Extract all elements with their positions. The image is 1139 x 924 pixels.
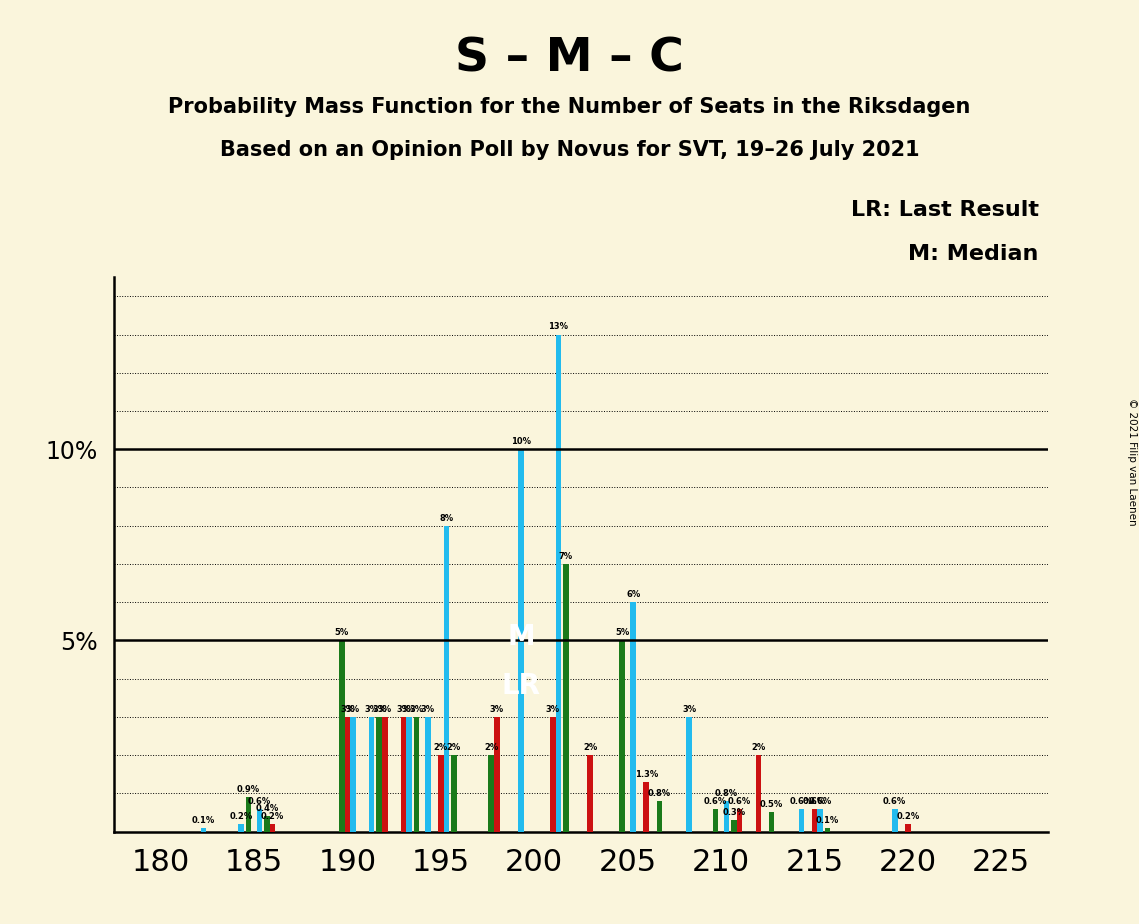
Text: 5%: 5% [615,628,629,638]
Text: 2%: 2% [484,743,499,752]
Text: 0.4%: 0.4% [255,804,279,813]
Text: 0.6%: 0.6% [789,796,813,806]
Bar [345,717,350,832]
Bar [451,755,457,832]
Text: 3%: 3% [396,705,410,714]
Text: LR: LR [501,673,541,700]
Text: M: Median: M: Median [908,244,1039,264]
Text: 3%: 3% [490,705,503,714]
Text: 3%: 3% [402,705,416,714]
Bar [755,755,761,832]
Text: 0.5%: 0.5% [760,800,782,809]
Bar [656,801,662,832]
Text: 0.3%: 0.3% [722,808,746,817]
Text: 0.6%: 0.6% [883,796,907,806]
Text: 3%: 3% [378,705,392,714]
Text: 2%: 2% [583,743,597,752]
Text: 8%: 8% [440,514,453,523]
Bar [443,526,449,832]
Text: M: M [507,623,535,650]
Text: 6%: 6% [626,590,640,599]
Bar [518,449,524,832]
Text: 0.6%: 0.6% [809,796,831,806]
Text: 2%: 2% [752,743,765,752]
Bar [238,824,244,832]
Bar [489,755,494,832]
Text: 3%: 3% [546,705,560,714]
Bar [825,828,830,832]
Text: 0.2%: 0.2% [261,812,285,821]
Text: Probability Mass Function for the Number of Seats in the Riksdagen: Probability Mass Function for the Number… [169,97,970,117]
Text: 7%: 7% [559,552,573,561]
Text: 10%: 10% [511,437,531,446]
Text: 0.2%: 0.2% [229,812,253,821]
Bar [906,824,910,832]
Bar [401,717,407,832]
Text: 3%: 3% [346,705,360,714]
Text: Based on an Opinion Poll by Novus for SVT, 19–26 July 2021: Based on an Opinion Poll by Novus for SV… [220,140,919,161]
Text: LR: Last Result: LR: Last Result [851,200,1039,220]
Text: 0.8%: 0.8% [715,789,738,798]
Text: 0.2%: 0.2% [896,812,919,821]
Bar [382,717,387,832]
Bar [812,808,817,832]
Text: 5%: 5% [335,628,349,638]
Bar [350,717,355,832]
Bar [264,816,270,832]
Text: 0.6%: 0.6% [704,796,727,806]
Bar [630,602,636,832]
Text: 1.3%: 1.3% [634,770,658,779]
Bar [620,640,625,832]
Text: 0.8%: 0.8% [648,789,671,798]
Bar [644,782,649,832]
Bar [713,808,719,832]
Bar [270,824,276,832]
Bar [425,717,431,832]
Bar [892,808,898,832]
Text: 0.6%: 0.6% [803,796,826,806]
Text: 3%: 3% [341,705,354,714]
Bar [723,801,729,832]
Text: 3%: 3% [364,705,379,714]
Bar [563,564,568,832]
Bar [339,640,345,832]
Bar [556,334,562,832]
Text: 3%: 3% [372,705,386,714]
Text: © 2021 Filip van Laenen: © 2021 Filip van Laenen [1126,398,1137,526]
Text: 3%: 3% [420,705,435,714]
Bar [550,717,556,832]
Text: 0.6%: 0.6% [248,796,271,806]
Text: 13%: 13% [549,322,568,332]
Text: 3%: 3% [682,705,696,714]
Text: 2%: 2% [446,743,461,752]
Bar [588,755,593,832]
Bar [256,808,262,832]
Text: 0.6%: 0.6% [728,796,752,806]
Bar [731,821,737,832]
Bar [376,717,382,832]
Bar [200,828,206,832]
Bar [413,717,419,832]
Text: 0.1%: 0.1% [192,816,215,825]
Text: 0.9%: 0.9% [237,785,260,794]
Text: 3%: 3% [409,705,424,714]
Bar [439,755,443,832]
Bar [494,717,500,832]
Text: S – M – C: S – M – C [456,37,683,82]
Bar [687,717,693,832]
Bar [246,797,252,832]
Text: 2%: 2% [434,743,448,752]
Text: 0.1%: 0.1% [816,816,839,825]
Bar [407,717,412,832]
Bar [737,808,743,832]
Bar [769,812,775,832]
Bar [798,808,804,832]
Bar [817,808,822,832]
Bar [369,717,375,832]
